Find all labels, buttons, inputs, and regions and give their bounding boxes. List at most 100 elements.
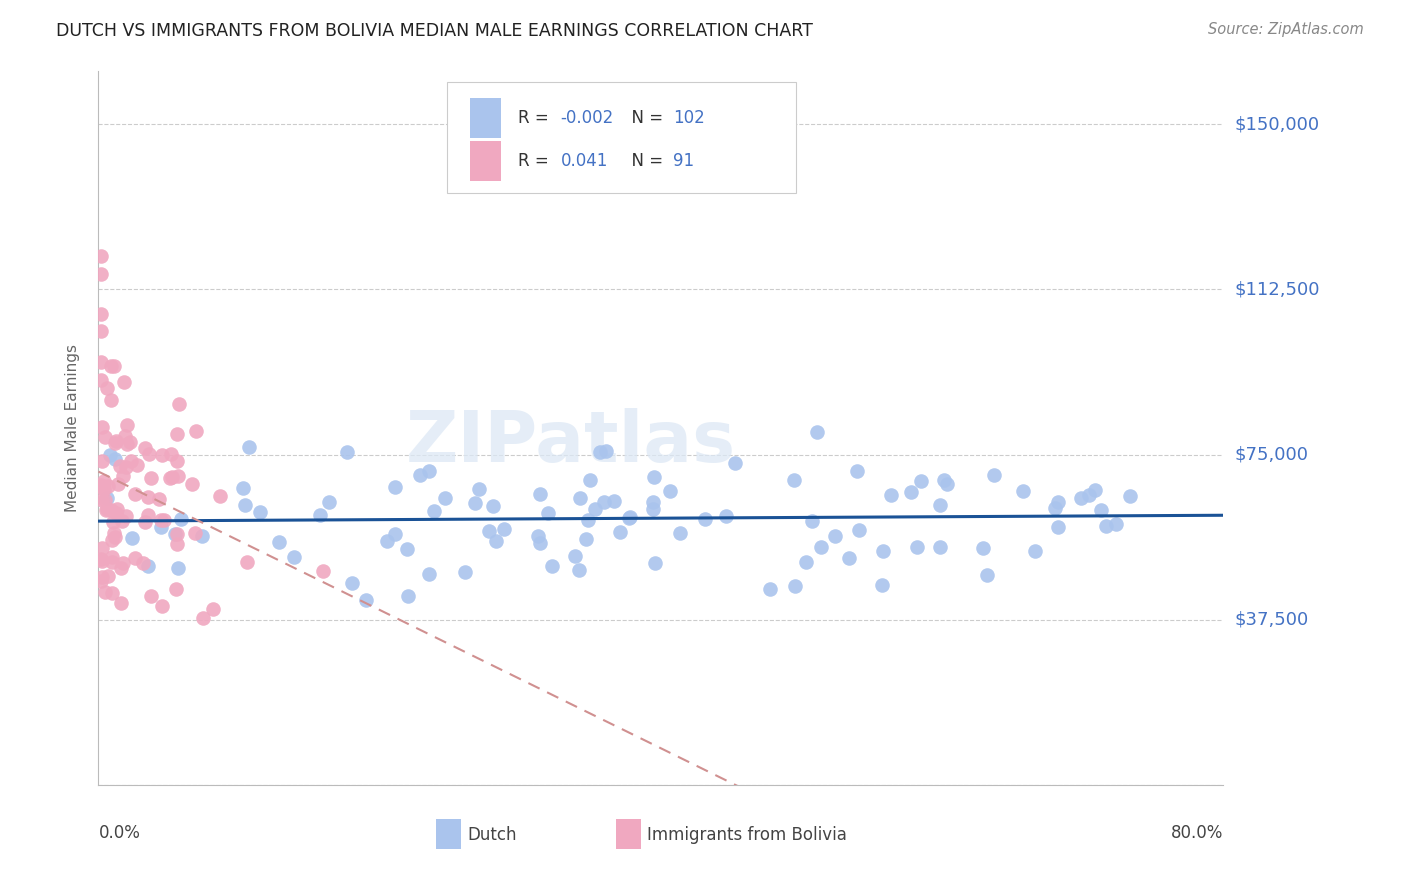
Point [529,536,551,550]
Point [186,424,208,438]
Point [409,467,432,482]
Point [201,601,224,615]
Point [134,515,156,529]
Point [153,513,176,527]
Point [336,445,359,459]
Point [1084,483,1107,497]
Point [107,476,129,491]
Point [695,512,717,526]
Point [837,551,859,566]
Point [105,506,128,520]
Point [98,448,121,462]
Point [900,485,922,500]
Point [90,492,112,507]
Point [880,488,903,502]
Point [96,381,118,395]
Point [110,561,132,575]
Point [976,567,998,582]
Text: Immigrants from Bolivia: Immigrants from Bolivia [647,826,848,844]
Point [167,397,190,411]
Point [114,376,136,390]
Point [104,436,127,450]
Point [418,566,440,581]
Point [136,508,159,522]
Bar [470,98,501,137]
Point [101,550,124,565]
Text: $37,500: $37,500 [1234,611,1309,629]
Point [1078,488,1101,502]
Point [478,524,501,538]
Point [100,503,122,517]
Point [564,549,586,564]
Point [1119,489,1142,503]
Point [90,552,112,566]
Point [166,468,188,483]
Point [1046,520,1069,534]
Point [309,508,332,523]
Point [165,582,187,596]
Text: 102: 102 [673,109,704,127]
Point [160,470,183,484]
Point [104,434,127,448]
Point [90,324,112,338]
Point [93,584,115,599]
Point [90,249,112,263]
Point [166,536,188,550]
Point [117,437,139,451]
Point [191,529,214,543]
Point [93,430,115,444]
Text: 80.0%: 80.0% [1171,824,1223,842]
Point [150,448,173,462]
Point [1105,516,1128,531]
Point [423,504,446,518]
Point [318,494,340,508]
Point [104,452,127,467]
Point [1011,484,1033,499]
Point [354,593,377,607]
Text: $150,000: $150,000 [1234,115,1319,133]
Point [824,528,846,542]
Point [90,355,112,369]
Point [464,496,486,510]
Point [1043,501,1066,516]
Point [384,527,406,541]
Point [983,468,1005,483]
Point [603,493,626,508]
Point [91,454,114,468]
Point [94,493,117,508]
Point [96,502,118,516]
Point [115,417,138,432]
Point [121,531,143,545]
Point [181,477,204,491]
Point [97,569,120,583]
Point [541,559,564,574]
Y-axis label: Median Male Earnings: Median Male Earnings [65,344,80,512]
Point [434,491,457,506]
Point [132,557,155,571]
Point [103,359,125,374]
Point [91,479,114,493]
Text: 91: 91 [673,152,695,169]
Point [267,535,290,549]
Point [384,480,406,494]
Point [208,489,231,503]
Point [1047,495,1070,509]
Text: 0.041: 0.041 [561,152,607,169]
Text: N =: N = [621,109,669,127]
Point [183,526,205,541]
Point [114,460,136,475]
Point [575,533,598,547]
Point [105,502,128,516]
Point [110,596,132,610]
Point [238,440,260,454]
Text: R =: R = [517,109,554,127]
Text: Dutch: Dutch [467,826,517,844]
Point [537,506,560,520]
Point [136,490,159,504]
Point [97,479,120,493]
Point [568,563,591,577]
Point [910,474,932,488]
Point [644,556,666,570]
Point [312,564,335,578]
Point [136,558,159,573]
